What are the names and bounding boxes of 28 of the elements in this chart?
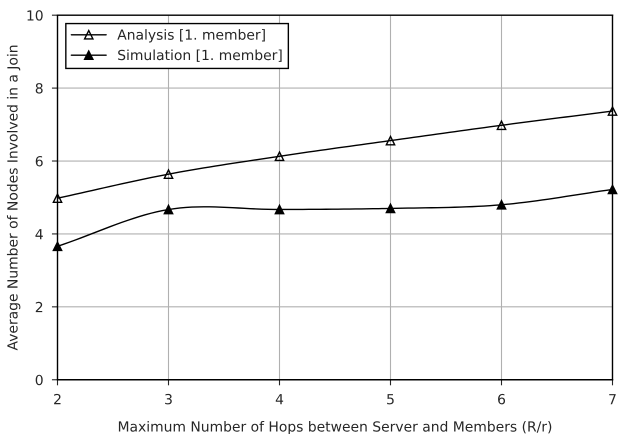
point (164, 204, 174, 214)
point (608, 184, 618, 194)
point (386, 204, 396, 214)
point (386, 136, 396, 146)
legend-label: Analysis [1. member] (117, 29, 265, 43)
x-axis-title: Maximum Number of Hops between Server and Members (R/r) (118, 420, 552, 434)
point (496, 200, 506, 210)
x-tick-label: 3 (165, 394, 172, 404)
y-tick-label: 2 (36, 302, 42, 312)
point (274, 204, 284, 214)
point (274, 151, 284, 162)
point (496, 120, 506, 130)
y-tick-label: 10 (27, 10, 43, 21)
x-tick-label: 4 (276, 394, 284, 404)
x-tick-label: 7 (609, 394, 616, 404)
x-tick-label: 2 (54, 394, 61, 404)
point (608, 106, 618, 116)
y-tick-label: 8 (36, 83, 43, 94)
y-axis-title: Average Number of Nodes Involved in a Join (6, 46, 20, 350)
point (52, 193, 62, 204)
x-tick-label: 6 (498, 394, 506, 404)
point (52, 241, 62, 252)
y-tick-label: 0 (36, 374, 43, 386)
point (164, 169, 174, 179)
x-tick-label: 5 (387, 394, 394, 404)
y-tick-label: 6 (36, 156, 43, 166)
legend-label: Simulation [1. member] (118, 49, 282, 62)
y-tick-label: 4 (35, 229, 43, 240)
